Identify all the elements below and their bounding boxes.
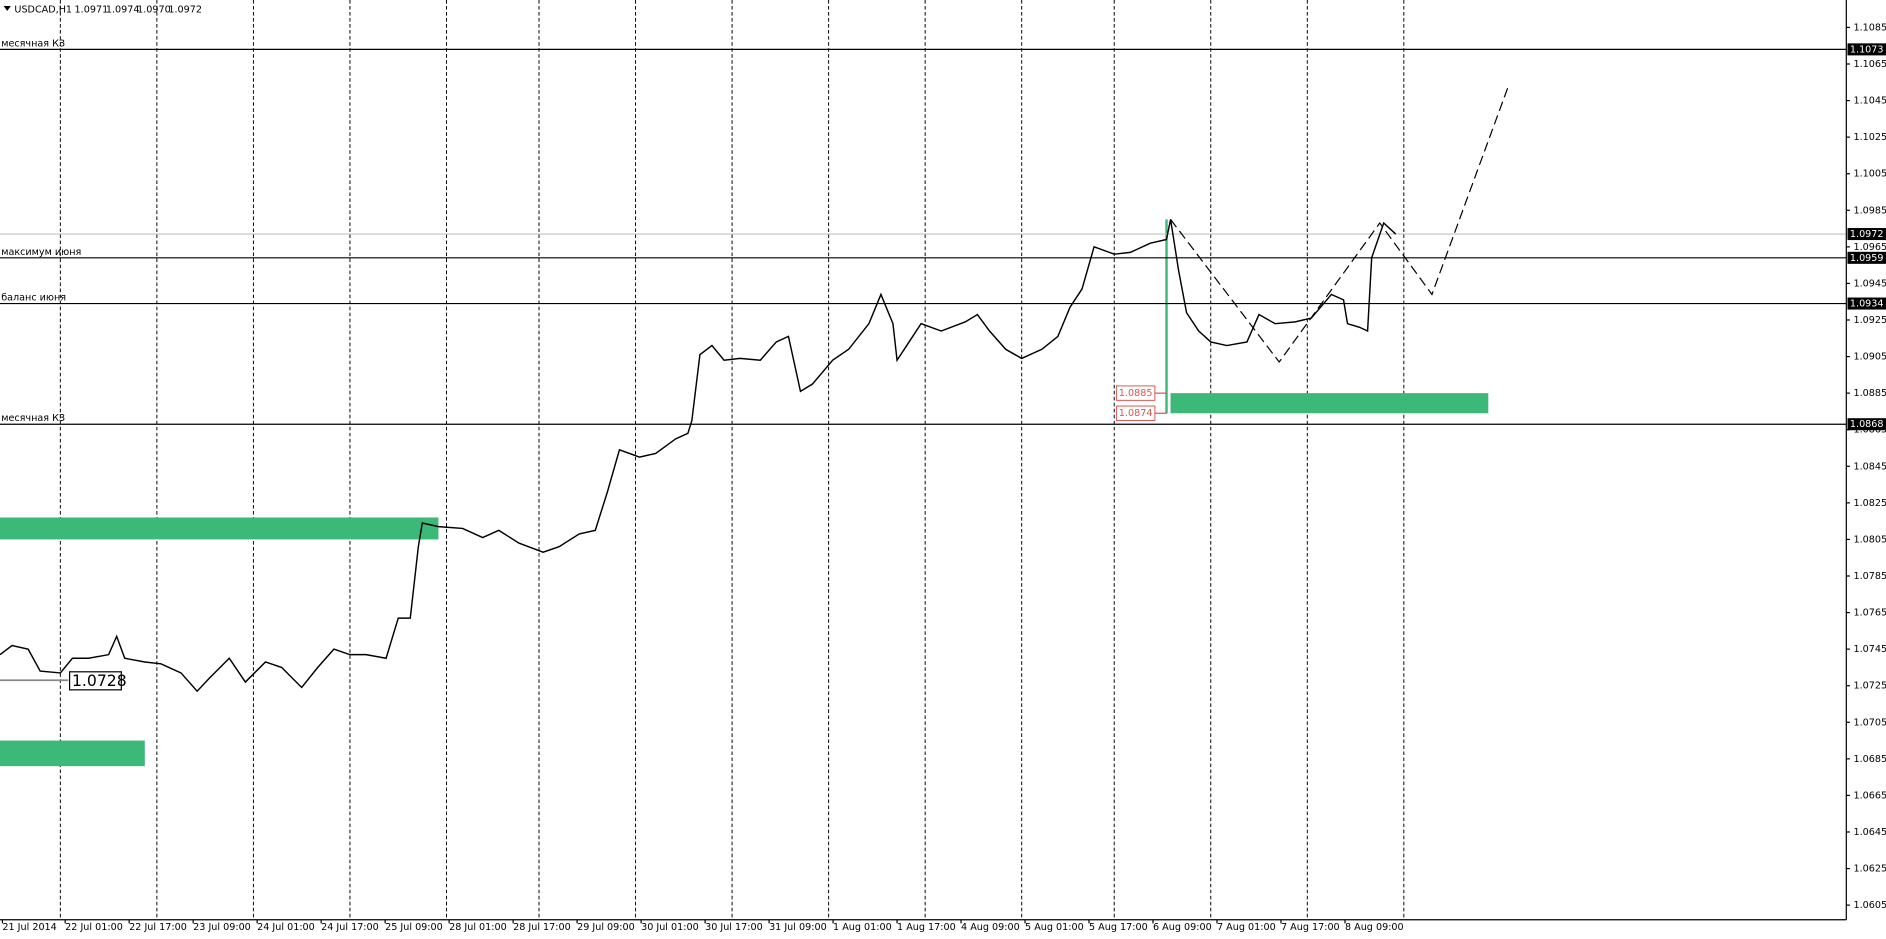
x-tick-label: 8 Aug 09:00 <box>1345 922 1404 933</box>
y-tick-label: 1.0725 <box>1854 681 1886 692</box>
x-tick-label: 28 Jul 01:00 <box>449 922 507 933</box>
menu-arrow[interactable] <box>3 6 11 11</box>
forecast-line <box>1170 85 1510 364</box>
level-price-box <box>1847 297 1886 310</box>
current-price-box <box>1847 228 1886 241</box>
x-tick-label: 6 Aug 09:00 <box>1153 922 1212 933</box>
y-tick-label: 1.0905 <box>1854 352 1886 363</box>
y-tick-label: 1.1085 <box>1854 22 1886 33</box>
level-name: баланс июня <box>1 293 66 304</box>
level-price-box <box>1847 251 1886 264</box>
x-tick-label: 1 Aug 17:00 <box>897 922 956 933</box>
x-tick-label: 22 Jul 17:00 <box>129 922 187 933</box>
x-tick-label: 30 Jul 17:00 <box>705 922 763 933</box>
x-tick-label: 5 Aug 01:00 <box>1025 922 1084 933</box>
high: 1.0974 <box>106 5 140 16</box>
open: 1.0971 <box>75 5 109 16</box>
level-name: месячная КЗ <box>1 413 65 424</box>
y-tick-label: 1.0705 <box>1854 717 1886 728</box>
x-tick-label: 5 Aug 17:00 <box>1089 922 1148 933</box>
y-tick-label: 1.0625 <box>1854 864 1886 875</box>
y-tick-label: 1.1065 <box>1854 59 1886 70</box>
level-price-label: 1.0934 <box>1850 299 1884 310</box>
zone <box>1170 393 1489 414</box>
close: 1.0972 <box>168 5 202 16</box>
y-tick-label: 1.0745 <box>1854 644 1886 655</box>
y-tick-label: 1.0765 <box>1854 608 1886 619</box>
zone-price-label: 1.0874 <box>1119 408 1153 419</box>
marker-label: 1.0728 <box>72 671 127 690</box>
level-price-box <box>1847 418 1886 431</box>
y-tick-label: 1.0825 <box>1854 498 1886 509</box>
current-price-label: 1.0972 <box>1850 229 1884 240</box>
y-tick-label: 1.0965 <box>1854 242 1886 253</box>
x-tick-label: 1 Aug 01:00 <box>833 922 892 933</box>
level-name: месячная КЗ <box>1 38 65 49</box>
zone <box>0 740 145 767</box>
zone-price-label: 1.0885 <box>1119 388 1153 399</box>
y-tick-label: 1.0785 <box>1854 571 1886 582</box>
y-tick-label: 1.0605 <box>1854 900 1886 911</box>
x-tick-label: 23 Jul 09:00 <box>193 922 251 933</box>
x-tick-label: 7 Aug 17:00 <box>1281 922 1340 933</box>
level-price-box <box>1847 43 1886 56</box>
low: 1.0970 <box>137 5 171 16</box>
header: USDCAD,H1 1.0971 1.0974 1.0970 1.0972 <box>3 5 202 16</box>
x-tick-label: 31 Jul 09:00 <box>769 922 827 933</box>
x-tick-label: 24 Jul 17:00 <box>321 922 379 933</box>
y-tick-label: 1.0945 <box>1854 278 1886 289</box>
y-tick-label: 1.0665 <box>1854 790 1886 801</box>
y-tick-label: 1.0985 <box>1854 205 1886 216</box>
x-tick-label: 7 Aug 01:00 <box>1217 922 1276 933</box>
y-tick-label: 1.0685 <box>1854 754 1886 765</box>
x-tick-label: 28 Jul 17:00 <box>513 922 571 933</box>
x-tick-label: 24 Jul 01:00 <box>257 922 315 933</box>
x-tick-label: 22 Jul 01:00 <box>65 922 123 933</box>
x-tick-label: 4 Aug 09:00 <box>961 922 1020 933</box>
y-tick-label: 1.1045 <box>1854 96 1886 107</box>
level-name: максимум июня <box>1 247 81 258</box>
marker-box <box>68 671 122 691</box>
y-tick-label: 1.0805 <box>1854 534 1886 545</box>
axes: 1.0605 1.0625 1.0645 1.0665 1.0685 1.0705 1.07… <box>1 22 1886 933</box>
symbol: USDCAD,H1 <box>14 5 72 16</box>
x-tick-label: 21 Jul 2014 <box>2 922 56 933</box>
x-tick-label: 29 Jul 09:00 <box>577 922 635 933</box>
plot: 1.0885 1.0874 месячная КЗ максимум июня бала… <box>0 38 1847 767</box>
grid <box>59 0 1405 920</box>
level-price-label: 1.0959 <box>1850 253 1884 264</box>
y-tick-label: 1.1005 <box>1854 169 1886 180</box>
level-price-label: 1.0868 <box>1850 419 1884 430</box>
zone <box>0 517 439 540</box>
x-tick-label: 25 Jul 09:00 <box>385 922 443 933</box>
y-tick-label: 1.0885 <box>1854 388 1886 399</box>
x-tick-label: 30 Jul 01:00 <box>641 922 699 933</box>
level-price-label: 1.1073 <box>1850 44 1884 55</box>
y-tick-label: 1.0845 <box>1854 461 1886 472</box>
y-tick-label: 1.0925 <box>1854 315 1886 326</box>
price-line <box>0 219 1397 693</box>
y-tick-label: 1.0645 <box>1854 827 1886 838</box>
y-tick-label: 1.1025 <box>1854 132 1886 143</box>
